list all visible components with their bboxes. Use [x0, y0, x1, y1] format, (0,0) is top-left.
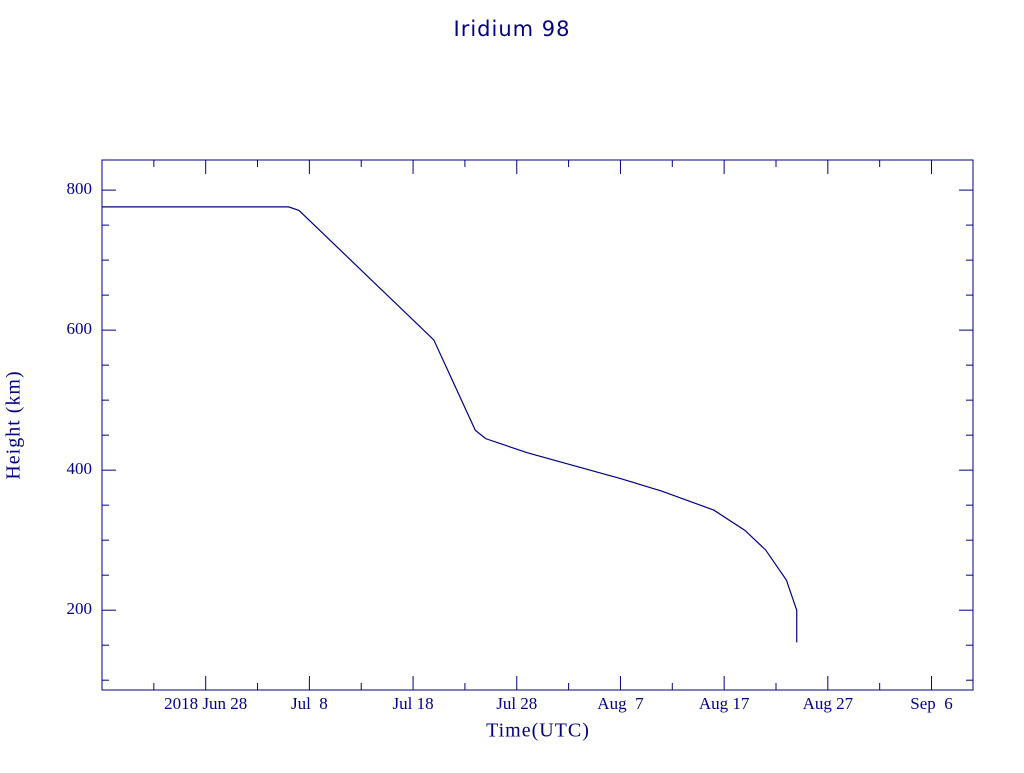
y-axis-label: Height (km): [3, 370, 25, 479]
x-tick-label: Aug 7: [597, 694, 644, 713]
x-tick-label: Aug 27: [803, 694, 854, 713]
chart-title: Iridium 98: [454, 17, 571, 41]
x-tick-label: Jul 18: [393, 694, 434, 713]
data-line: [102, 206, 798, 643]
y-tick-label: 800: [67, 179, 93, 198]
y-tick-label: 600: [67, 319, 93, 338]
x-tick-label: Sep 6: [910, 694, 953, 713]
plot-frame: [101, 159, 974, 691]
x-tick-label: Aug 17: [699, 694, 750, 713]
x-axis-label: Time(UTC): [486, 720, 590, 742]
x-tick-label: 2018 Jun 28: [164, 694, 247, 713]
y-tick-label: 200: [67, 599, 93, 618]
x-tick-label: Jul 28: [496, 694, 537, 713]
x-tick-label: Jul 8: [291, 694, 328, 713]
y-tick-label: 400: [67, 459, 93, 478]
